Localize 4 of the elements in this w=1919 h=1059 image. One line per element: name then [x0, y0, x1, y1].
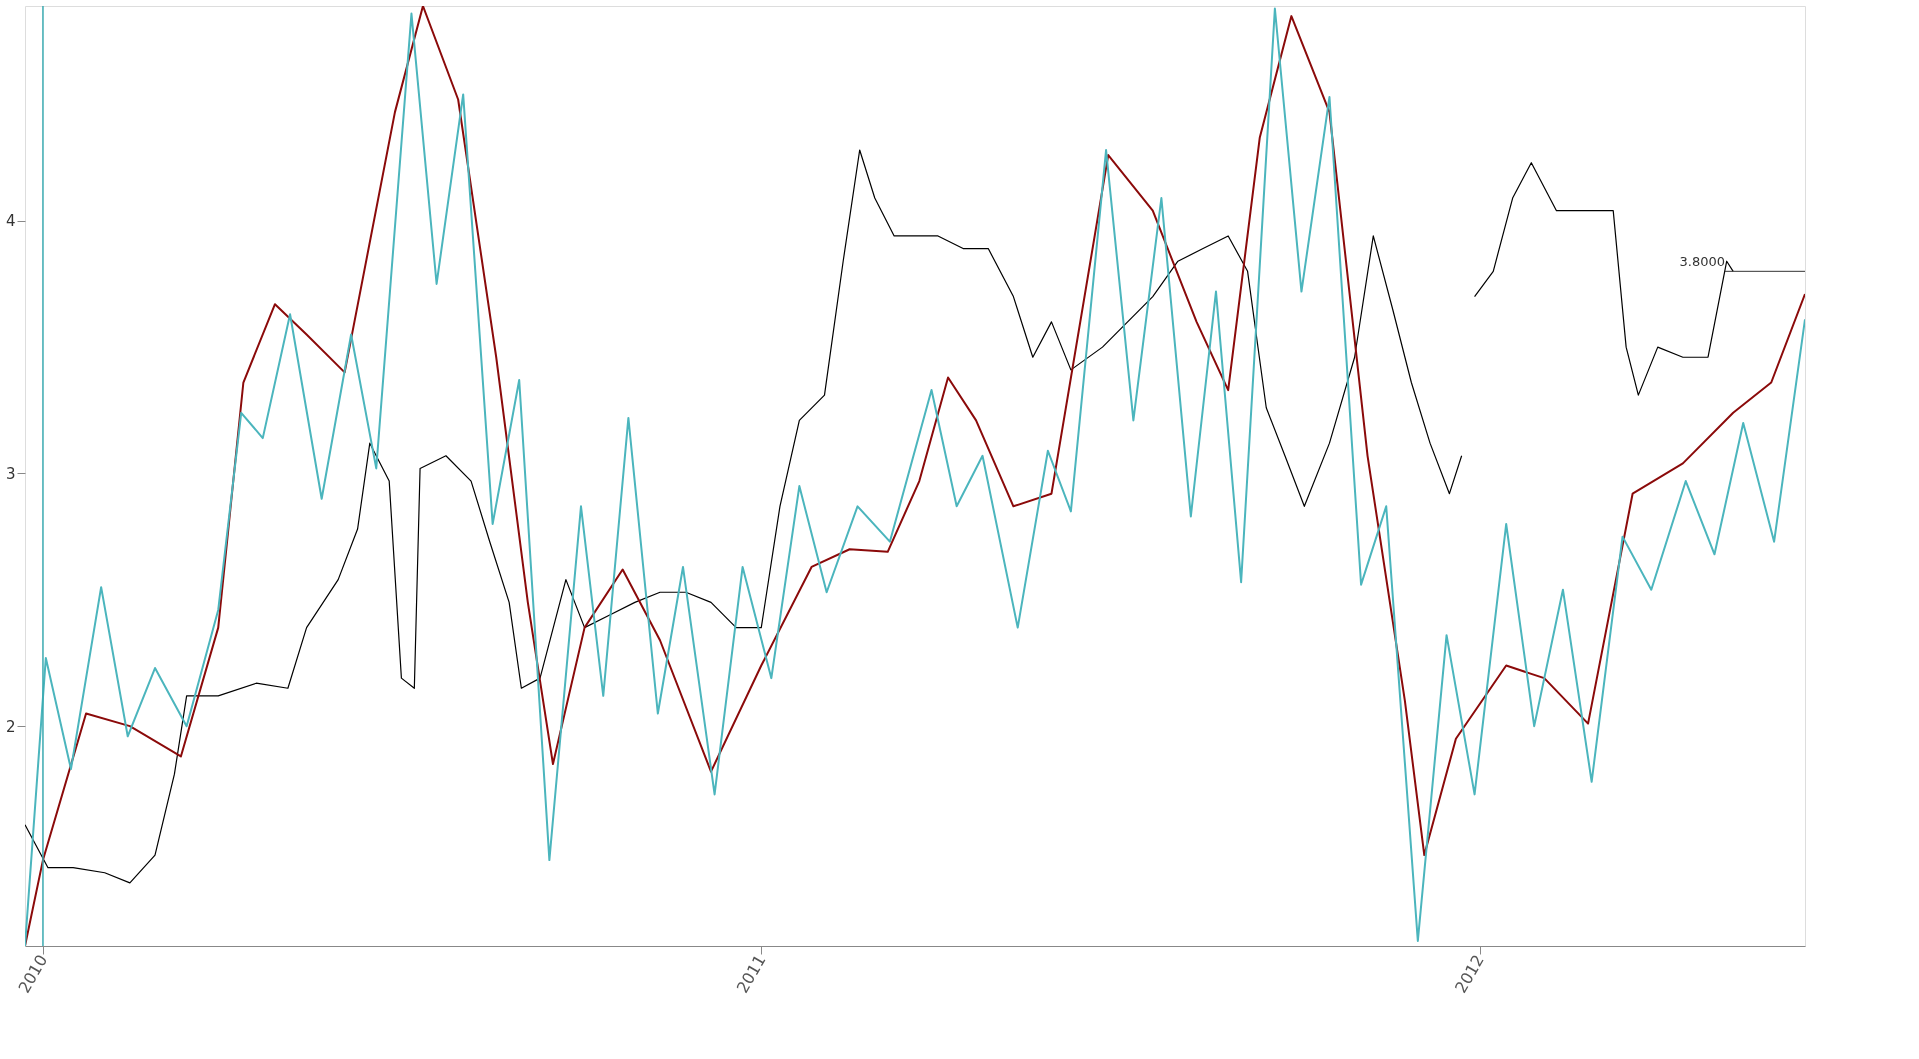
y-tick-label: 2: [5, 717, 16, 736]
y-tick-label: 4: [5, 212, 16, 231]
ref-line-label: 3.8000: [1679, 254, 1725, 270]
y-tick-label: 3: [5, 464, 16, 483]
